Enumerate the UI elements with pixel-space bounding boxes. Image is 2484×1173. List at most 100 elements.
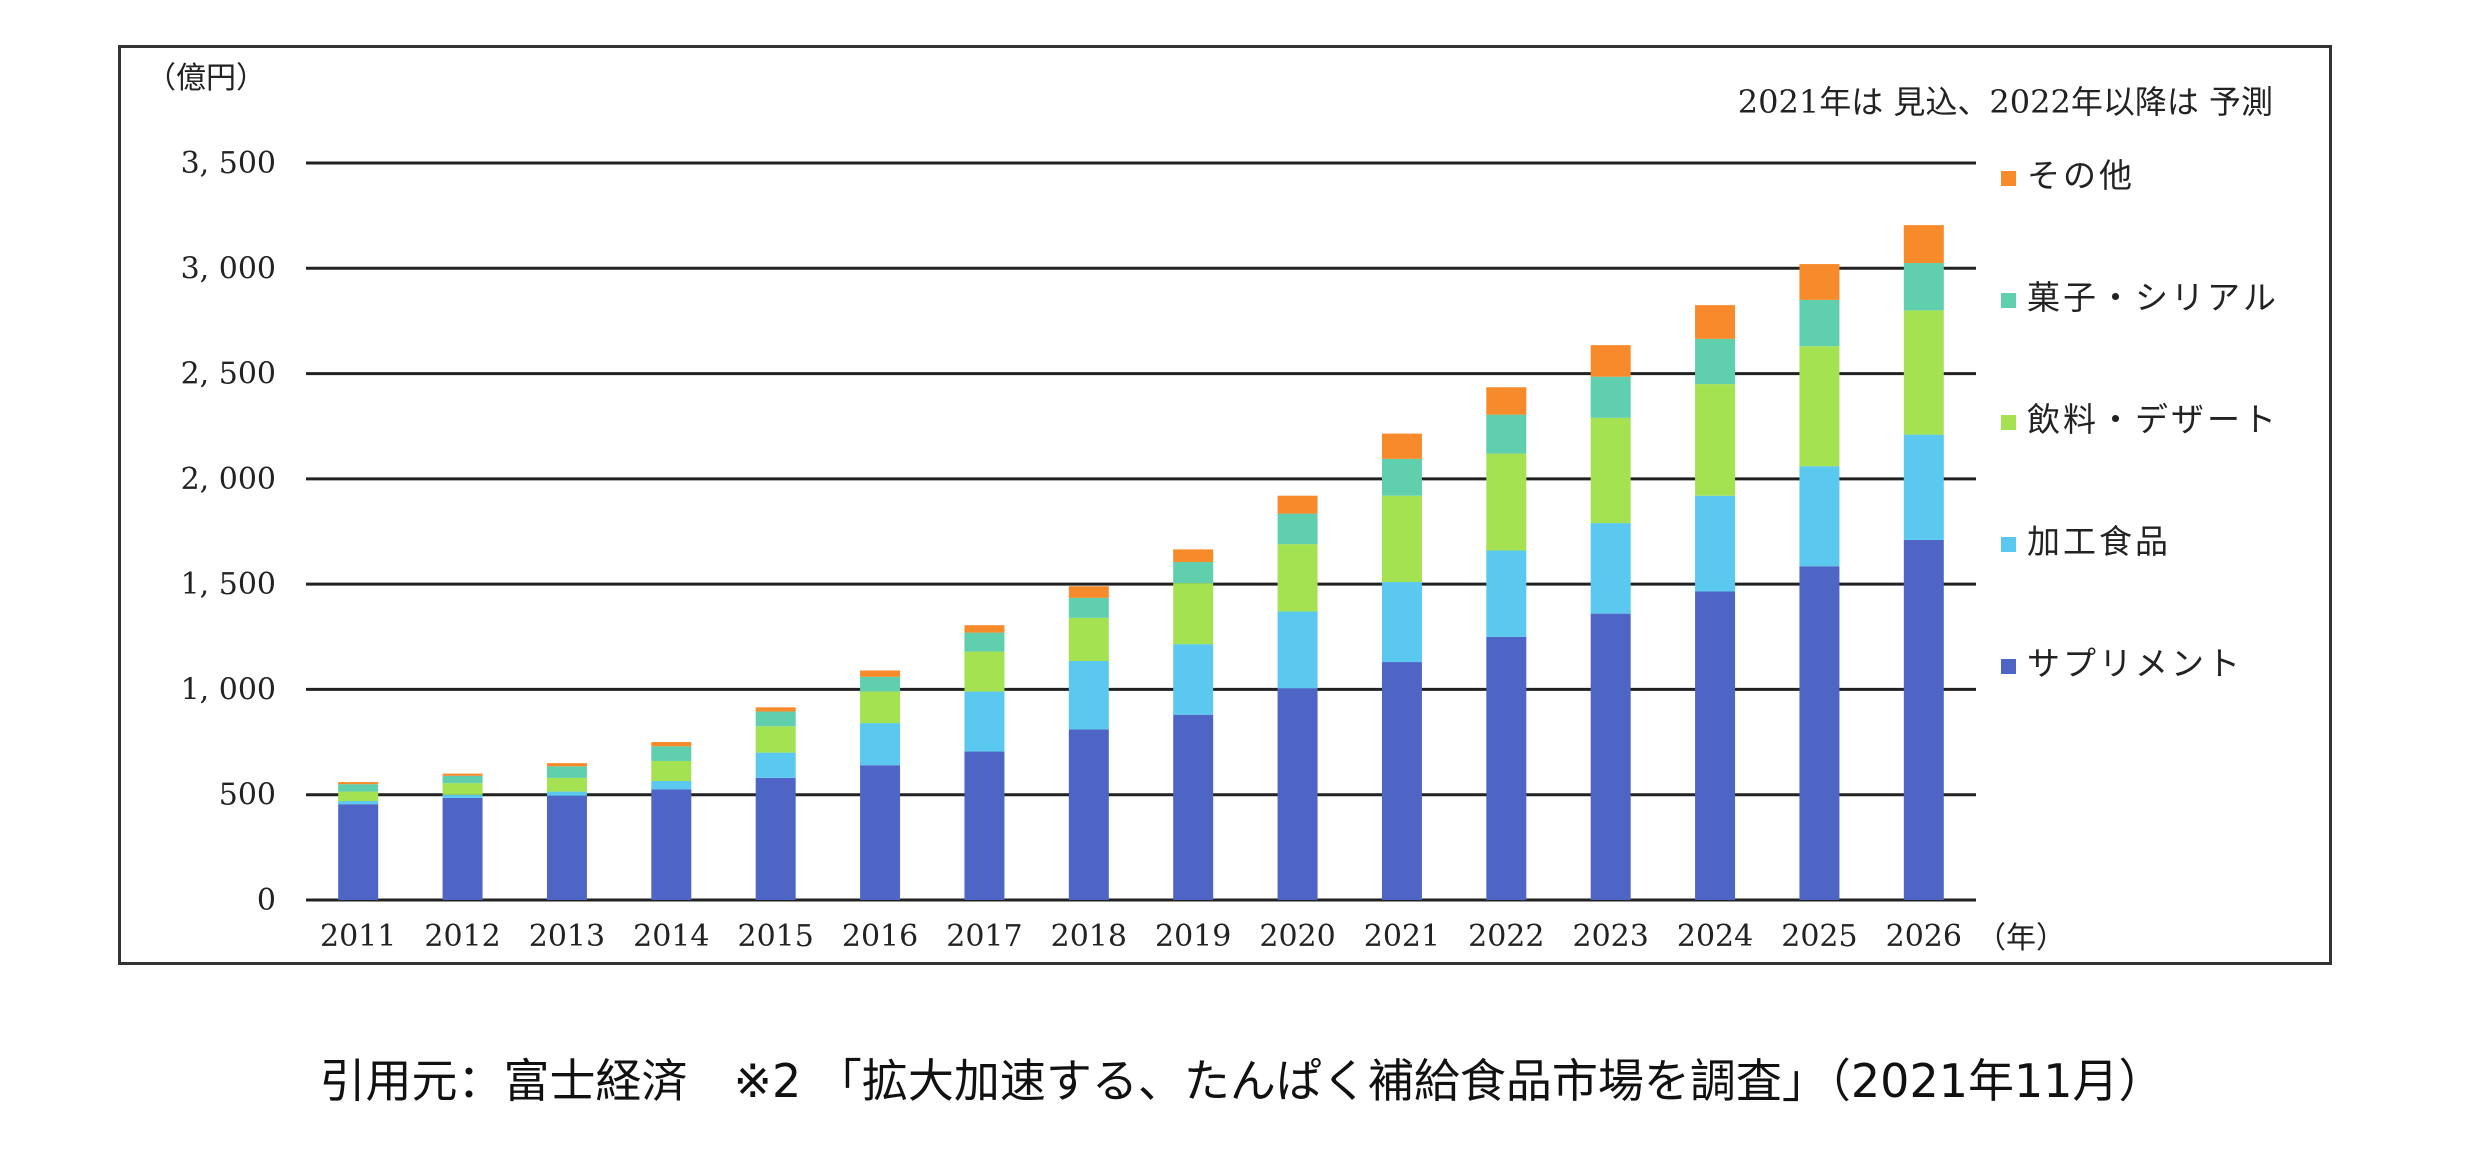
bar-2017-series-0 (964, 751, 1005, 900)
bar-2022-series-0 (1486, 636, 1527, 900)
bar-2022-series-1 (1486, 550, 1527, 637)
x-tick-label-2021: 2021 (1364, 919, 1440, 954)
bar-2012-series-2 (442, 783, 483, 795)
bar-2026-series-2 (1903, 310, 1944, 435)
bar-2014-series-4 (651, 742, 692, 747)
x-tick-label-2026: 2026 (1886, 919, 1962, 954)
bar-2026-series-1 (1903, 434, 1944, 540)
forecast-note: 2021年は 見込、2022年以降は 予測 (1738, 83, 2273, 121)
bar-2019-series-0 (1173, 714, 1214, 900)
x-tick-label-2016: 2016 (842, 919, 918, 954)
bar-2018-series-3 (1068, 597, 1109, 618)
y-tick-label-2500: 2, 500 (181, 357, 276, 392)
bar-2011-series-4 (338, 782, 379, 785)
bar-2020-series-0 (1277, 688, 1318, 900)
bar-2016-series-3 (860, 676, 901, 692)
bar-2013-series-1 (546, 791, 587, 796)
bar-2018-series-2 (1068, 617, 1109, 662)
bar-2026-series-4 (1903, 225, 1944, 264)
bar-2021-series-1 (1381, 582, 1422, 663)
bar-2015-series-3 (755, 711, 796, 727)
bar-2012-series-3 (442, 775, 483, 784)
bar-2024-series-3 (1695, 338, 1736, 385)
x-tick-label-2020: 2020 (1259, 919, 1335, 954)
bar-2023-series-2 (1590, 417, 1631, 524)
bar-2021-series-3 (1381, 458, 1422, 496)
bar-2019-series-4 (1173, 549, 1214, 563)
bar-2011-series-0 (338, 804, 379, 900)
bar-2011-series-3 (338, 784, 379, 792)
legend-swatch-2 (2001, 415, 2016, 430)
bar-2011-series-2 (338, 791, 379, 802)
x-tick-label-2012: 2012 (424, 919, 500, 954)
bar-2016-series-1 (860, 723, 901, 766)
bar-2025-series-3 (1799, 299, 1840, 347)
bar-2022-series-4 (1486, 387, 1527, 415)
bar-2019-series-2 (1173, 583, 1214, 645)
x-tick-label-2022: 2022 (1468, 919, 1544, 954)
bar-2020-series-3 (1277, 513, 1318, 545)
y-axis-label: （億円） (146, 61, 266, 96)
x-tick-label-2024: 2024 (1677, 919, 1753, 954)
bar-2021-series-4 (1381, 433, 1422, 459)
bar-2012-series-4 (442, 773, 483, 776)
x-tick-label-2014: 2014 (633, 919, 709, 954)
bar-2021-series-2 (1381, 495, 1422, 583)
bar-2012-series-1 (442, 794, 483, 798)
bar-2014-series-1 (651, 781, 692, 790)
legend-label-0: その他 (2027, 156, 2135, 195)
x-tick-label-2019: 2019 (1155, 919, 1231, 954)
bar-2013-series-3 (546, 766, 587, 778)
y-tick-label-2000: 2, 000 (181, 462, 276, 497)
bar-2016-series-0 (860, 765, 901, 900)
bar-2012-series-0 (442, 797, 483, 900)
bar-2015-series-4 (755, 707, 796, 712)
legend-label-4: サプリメント (2027, 644, 2243, 683)
x-tick-label-2018: 2018 (1051, 919, 1127, 954)
bar-2025-series-2 (1799, 346, 1840, 467)
y-tick-label-3000: 3, 000 (181, 251, 276, 286)
bar-2017-series-3 (964, 632, 1005, 652)
legend-label-3: 加工食品 (2027, 522, 2171, 561)
bar-2023-series-0 (1590, 613, 1631, 900)
bar-2021-series-0 (1381, 662, 1422, 900)
x-tick-label-2013: 2013 (529, 919, 605, 954)
bar-2024-series-4 (1695, 305, 1736, 339)
bar-2015-series-1 (755, 752, 796, 778)
bar-2025-series-4 (1799, 264, 1840, 300)
bar-2014-series-2 (651, 761, 692, 782)
legend-label-1: 菓子・シリアル (2027, 278, 2279, 317)
legend-swatch-4 (2001, 659, 2016, 674)
bar-2026-series-0 (1903, 539, 1944, 900)
bar-2025-series-0 (1799, 566, 1840, 900)
bar-2013-series-4 (546, 763, 587, 767)
y-tick-label-1500: 1, 500 (181, 567, 276, 602)
bar-2013-series-0 (546, 795, 587, 900)
legend-swatch-3 (2001, 537, 2016, 552)
y-tick-label-500: 500 (219, 778, 276, 813)
bar-2014-series-3 (651, 746, 692, 762)
x-tick-label-2025: 2025 (1781, 919, 1857, 954)
bar-2016-series-2 (860, 691, 901, 724)
x-tick-label-2017: 2017 (946, 919, 1022, 954)
bar-2013-series-2 (546, 777, 587, 792)
bar-2017-series-1 (964, 691, 1005, 752)
bar-2016-series-4 (860, 670, 901, 677)
bar-2018-series-4 (1068, 586, 1109, 598)
bar-2026-series-3 (1903, 263, 1944, 311)
bar-2022-series-2 (1486, 453, 1527, 551)
stacked-bar-chart: （億円） 2021年は 見込、2022年以降は 予測 （年） 0 500 1, 00… (146, 61, 2279, 956)
bar-2020-series-2 (1277, 544, 1318, 612)
bar-2020-series-4 (1277, 495, 1318, 514)
y-tick-label-1000: 1, 000 (181, 672, 276, 707)
bar-2020-series-1 (1277, 611, 1318, 689)
bar-2024-series-2 (1695, 384, 1736, 496)
bar-2017-series-2 (964, 651, 1005, 692)
bar-2023-series-3 (1590, 376, 1631, 418)
bar-2025-series-1 (1799, 466, 1840, 567)
y-tick-label-3500: 3, 500 (181, 146, 276, 181)
bar-2024-series-1 (1695, 495, 1736, 592)
bar-2014-series-0 (651, 789, 692, 900)
x-tick-label-2015: 2015 (738, 919, 814, 954)
legend-label-2: 飲料・デザート (2027, 400, 2279, 439)
